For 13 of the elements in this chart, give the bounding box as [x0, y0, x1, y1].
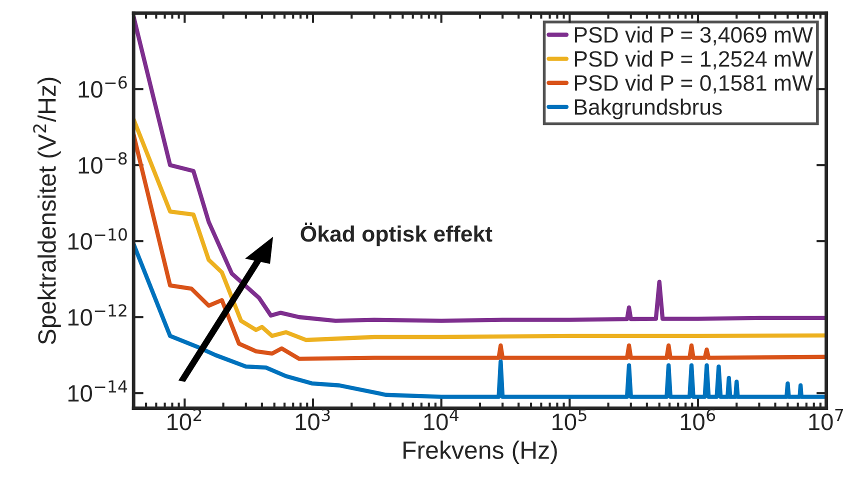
y-axis-title: Spektraldensitet (V$^{2}$/Hz) — [33, 78, 61, 344]
y-tick-label: 10$^{−10}$ — [68, 228, 127, 250]
y-tick-label: 10$^{−6}$ — [78, 76, 127, 98]
legend-label: PSD vid P = 3,4069 mW — [574, 26, 813, 46]
legend-label: PSD vid P = 1,2524 mW — [574, 50, 813, 70]
legend-label: Bakgrundsbrus — [574, 98, 722, 120]
y-tick-label: 10$^{−14}$ — [68, 380, 128, 402]
x-axis-title: Frekvens (Hz) — [404, 440, 557, 464]
y-tick-label: 10$^{−8}$ — [78, 152, 127, 174]
y-tick-label: 10$^{−12}$ — [68, 304, 126, 326]
legend-label: PSD vid P = 0,1581 mW — [574, 74, 813, 94]
annotation: Ökad optisk effekt — [300, 222, 492, 246]
x-tick-label: 10$^{7}$ — [809, 408, 844, 430]
